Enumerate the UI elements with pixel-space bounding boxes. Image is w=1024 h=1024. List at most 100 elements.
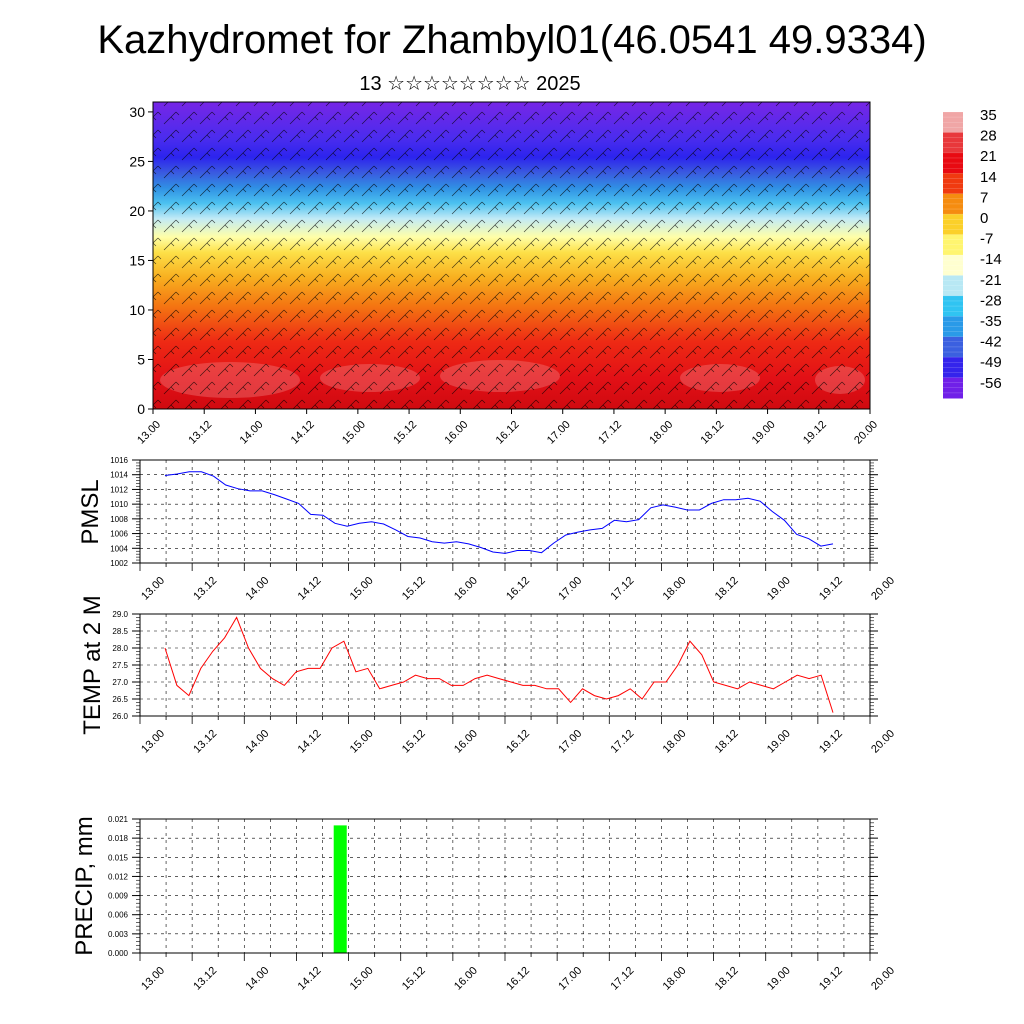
- x-tick-label: 17.12: [608, 575, 636, 603]
- x-tick-label: 16.00: [452, 575, 480, 603]
- y-tick-label: 26.5: [112, 695, 128, 704]
- y-tick-label: 26.0: [112, 712, 128, 721]
- pmsl-axis-label: PMSL: [77, 479, 104, 544]
- profile-y-tick-label: 20: [129, 203, 145, 219]
- colorbar-swatch: [943, 275, 963, 297]
- x-tick-label: 15.00: [348, 728, 376, 756]
- x-tick-label: 16.12: [504, 728, 532, 756]
- profile-x-tick-label: 18.00: [647, 419, 675, 447]
- colorbar-label: -21: [980, 272, 1002, 289]
- x-tick-label: 18.00: [661, 575, 689, 603]
- chart-subtitle: 13 ☆☆☆☆☆☆☆☆ 2025: [359, 73, 581, 95]
- colorbar-label: 28: [980, 128, 997, 145]
- y-tick-label: 29.0: [112, 610, 128, 619]
- profile-y-tick-label: 0: [137, 401, 145, 417]
- colorbar-swatch: [943, 255, 963, 276]
- precip-bars: [333, 825, 347, 953]
- profile-y-tick-label: 30: [129, 104, 145, 120]
- x-tick-label: 15.12: [400, 575, 428, 603]
- x-tick-label: 17.12: [608, 728, 636, 756]
- y-tick-label: 1004: [110, 544, 128, 553]
- temp2m-series-line: [164, 616, 834, 713]
- y-tick-label: 27.0: [112, 678, 128, 687]
- temp2m-x-ticks: 13.00 13.12 14.00 14.12 15.00 15.12 16.00 16.12…: [139, 716, 897, 756]
- x-tick-label: 15.12: [400, 965, 428, 993]
- x-tick-label: 14.00: [243, 728, 271, 756]
- x-tick-label: 16.00: [452, 728, 480, 756]
- colorbar-label: -28: [980, 292, 1002, 309]
- colorbar-label: -7: [980, 231, 993, 248]
- colorbar-label: 14: [980, 169, 997, 186]
- x-tick-label: 16.12: [504, 575, 532, 603]
- x-tick-label: 18.12: [713, 965, 741, 993]
- profile-x-tick-label: 15.00: [340, 419, 368, 447]
- colorbar-swatch: [943, 112, 963, 133]
- x-tick-label: 16.12: [504, 965, 532, 993]
- y-tick-label: 1002: [110, 559, 128, 568]
- colorbar-swatch: [943, 173, 963, 195]
- precip-axis-label: PRECIP, mm: [71, 816, 98, 956]
- colorbar-label: -42: [980, 334, 1002, 351]
- precip-panel: 0.000 0.003 0.006 0.009 0.012 0.015 0.018 0.021…: [71, 815, 897, 993]
- profile-x-tick-label: 14.00: [238, 419, 266, 447]
- x-tick-label: 19.12: [817, 575, 845, 603]
- x-tick-label: 16.00: [452, 965, 480, 993]
- x-tick-label: 19.00: [765, 965, 793, 993]
- colorbar-label: 7: [980, 189, 988, 206]
- x-tick-label: 17.00: [556, 965, 584, 993]
- x-tick-label: 20.00: [869, 575, 897, 603]
- x-tick-label: 13.00: [139, 728, 167, 756]
- profile-x-tick-label: 19.00: [750, 419, 778, 447]
- wind-barbs: [153, 102, 870, 409]
- x-tick-label: 13.00: [139, 575, 167, 603]
- x-tick-label: 18.00: [661, 965, 689, 993]
- x-tick-label: 13.12: [191, 575, 219, 603]
- y-tick-label: 1006: [110, 530, 128, 539]
- colorbar-label: -56: [980, 375, 1002, 392]
- y-tick-label: 0.006: [108, 911, 129, 920]
- profile-x-tick-label: 17.00: [545, 419, 573, 447]
- x-tick-label: 13.12: [191, 728, 219, 756]
- y-tick-label: 27.5: [112, 661, 128, 670]
- precip-bar: [333, 825, 347, 953]
- x-tick-label: 17.00: [556, 575, 584, 603]
- x-tick-label: 14.00: [243, 965, 271, 993]
- profile-x-tick-label: 16.00: [442, 419, 470, 447]
- colorbar-swatch: [943, 295, 963, 317]
- y-tick-label: 1012: [110, 485, 128, 494]
- x-tick-label: 14.12: [296, 728, 324, 756]
- temp2m-y-ticks: 26.0 26.5 27.0 27.5 28.0 28.5 29.0: [112, 610, 878, 721]
- profile-y-tick-label: 5: [137, 351, 145, 367]
- y-tick-label: 0.021: [108, 815, 129, 824]
- profile-x-tick-label: 15.12: [391, 419, 419, 447]
- x-tick-label: 19.00: [765, 728, 793, 756]
- x-tick-label: 17.00: [556, 728, 584, 756]
- profile-x-ticks: 13.00 13.12 14.00 14.12 15.00 15.12 16.00 16.12…: [135, 409, 880, 447]
- x-tick-label: 17.12: [608, 965, 636, 993]
- x-tick-label: 20.00: [869, 965, 897, 993]
- colorbar-label: 35: [980, 107, 997, 124]
- y-tick-label: 1010: [110, 500, 128, 509]
- y-tick-label: 1016: [110, 456, 128, 465]
- pmsl-series-line: [164, 471, 834, 554]
- y-tick-label: 0.012: [108, 872, 129, 881]
- x-tick-label: 19.12: [817, 728, 845, 756]
- x-tick-label: 15.00: [348, 575, 376, 603]
- y-tick-label: 1008: [110, 515, 128, 524]
- colorbar-label: 21: [980, 148, 997, 165]
- temp2m-grid: [140, 613, 870, 717]
- y-tick-label: 0.018: [108, 834, 129, 843]
- colorbar-swatch: [943, 214, 963, 236]
- x-tick-label: 14.12: [296, 575, 324, 603]
- precip-x-ticks: 13.00 13.12 14.00 14.12 15.00 15.12 16.00 16.12…: [139, 953, 897, 993]
- colorbar-swatch: [943, 132, 963, 154]
- temp2m-axis-label: TEMP at 2 M: [79, 595, 106, 735]
- profile-y-ticks: 0 5 10 15 20 25 30: [129, 104, 153, 417]
- pmsl-x-ticks: 13.00 13.12 14.00 14.12 15.00 15.12 16.00 16.12…: [139, 563, 897, 603]
- x-tick-label: 14.12: [296, 965, 324, 993]
- colorbar-swatch: [943, 193, 963, 215]
- x-tick-label: 18.00: [661, 728, 689, 756]
- profile-x-tick-label: 16.12: [494, 419, 522, 447]
